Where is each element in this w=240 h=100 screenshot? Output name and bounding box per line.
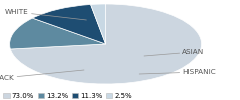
Wedge shape	[32, 4, 106, 44]
Text: ASIAN: ASIAN	[144, 49, 205, 56]
Text: WHITE: WHITE	[5, 9, 86, 20]
Legend: 73.0%, 13.2%, 11.3%, 2.5%: 73.0%, 13.2%, 11.3%, 2.5%	[3, 92, 132, 98]
Wedge shape	[10, 18, 106, 49]
Wedge shape	[10, 4, 202, 84]
Text: BLACK: BLACK	[0, 70, 84, 81]
Text: HISPANIC: HISPANIC	[139, 69, 216, 75]
Wedge shape	[90, 4, 106, 44]
